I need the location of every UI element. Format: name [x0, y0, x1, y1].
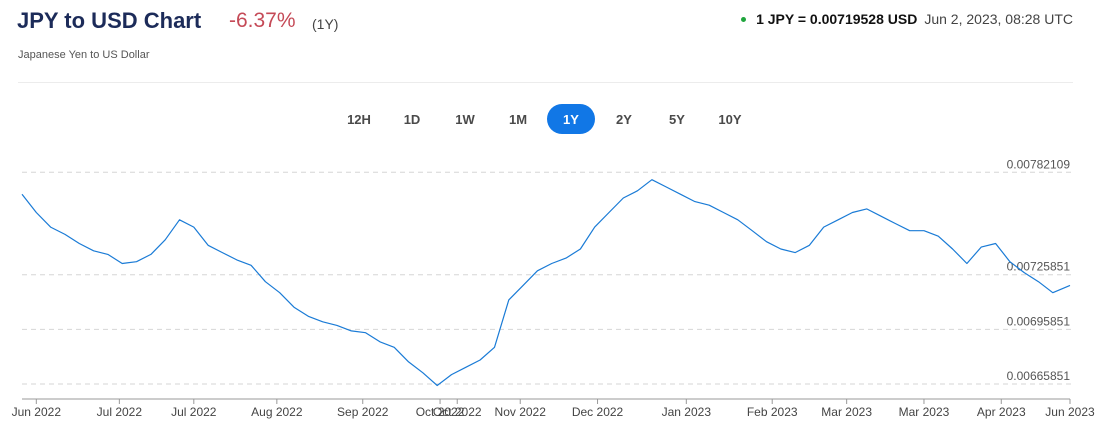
y-tick-label: 0.00782109 [1007, 157, 1071, 171]
period-selector: 12H 1D 1W 1M 1Y 2Y 5Y 10Y [335, 104, 759, 134]
y-tick-label: 0.00695851 [1007, 314, 1071, 328]
x-tick-label: Oct 2022 [416, 405, 465, 419]
x-tick-label: Apr 2023 [977, 405, 1026, 419]
x-tick-label: Feb 2023 [747, 405, 798, 419]
rate-display: 1 JPY = 0.00719528 USD Jun 2, 2023, 08:2… [741, 11, 1073, 27]
period-1y-button[interactable]: 1Y [547, 104, 595, 134]
x-tick-label: Jan 2023 [662, 405, 712, 419]
x-tick-label: Jul 2022 [97, 405, 143, 419]
chart-y-axis-labels: 0.00782109 0.00725851 0.00695851 0.00665851 [1007, 157, 1071, 383]
x-tick-label: Aug 2022 [251, 405, 303, 419]
period-10y-button[interactable]: 10Y [718, 111, 742, 127]
chart-series-line [21, 179, 1071, 387]
change-percent: -6.37% [229, 9, 296, 32]
chart-x-axis-ticks: Jun 2022 Jul 2022 Jul 2022 Aug 2022 Sep 2022… [12, 399, 1095, 419]
x-tick-label: Nov 2022 [495, 405, 547, 419]
x-tick-label: Mar 2023 [821, 405, 872, 419]
period-1w-button[interactable]: 1W [455, 111, 475, 127]
x-tick-label: Jun 2023 [1045, 405, 1095, 419]
page-title: JPY to USD Chart [17, 8, 202, 33]
x-tick-label: Mar 2023 [899, 405, 950, 419]
y-tick-label: 0.00725851 [1007, 260, 1071, 274]
header-divider [18, 82, 1073, 83]
x-tick-label: Dec 2022 [572, 405, 624, 419]
period-1m-button[interactable]: 1M [508, 111, 528, 127]
rate-value: 1 JPY = 0.00719528 USD [756, 11, 918, 27]
x-tick-label: Jun 2022 [12, 405, 62, 419]
chart-gridlines [22, 171, 1073, 385]
page-subtitle: Japanese Yen to US Dollar [18, 49, 150, 61]
period-12h-button[interactable]: 12H [347, 111, 371, 127]
rate-timestamp: Jun 2, 2023, 08:28 UTC [924, 11, 1073, 27]
y-tick-label: 0.00665851 [1007, 369, 1071, 383]
period-2y-button[interactable]: 2Y [616, 111, 632, 127]
x-tick-label: Jul 2022 [171, 405, 217, 419]
period-1d-button[interactable]: 1D [403, 111, 421, 127]
period-5y-button[interactable]: 5Y [669, 111, 685, 127]
live-dot-icon [741, 16, 747, 22]
x-tick-label: Oct 2022 [433, 405, 482, 419]
x-tick-label: Sep 2022 [337, 405, 389, 419]
change-period: (1Y) [312, 16, 339, 32]
